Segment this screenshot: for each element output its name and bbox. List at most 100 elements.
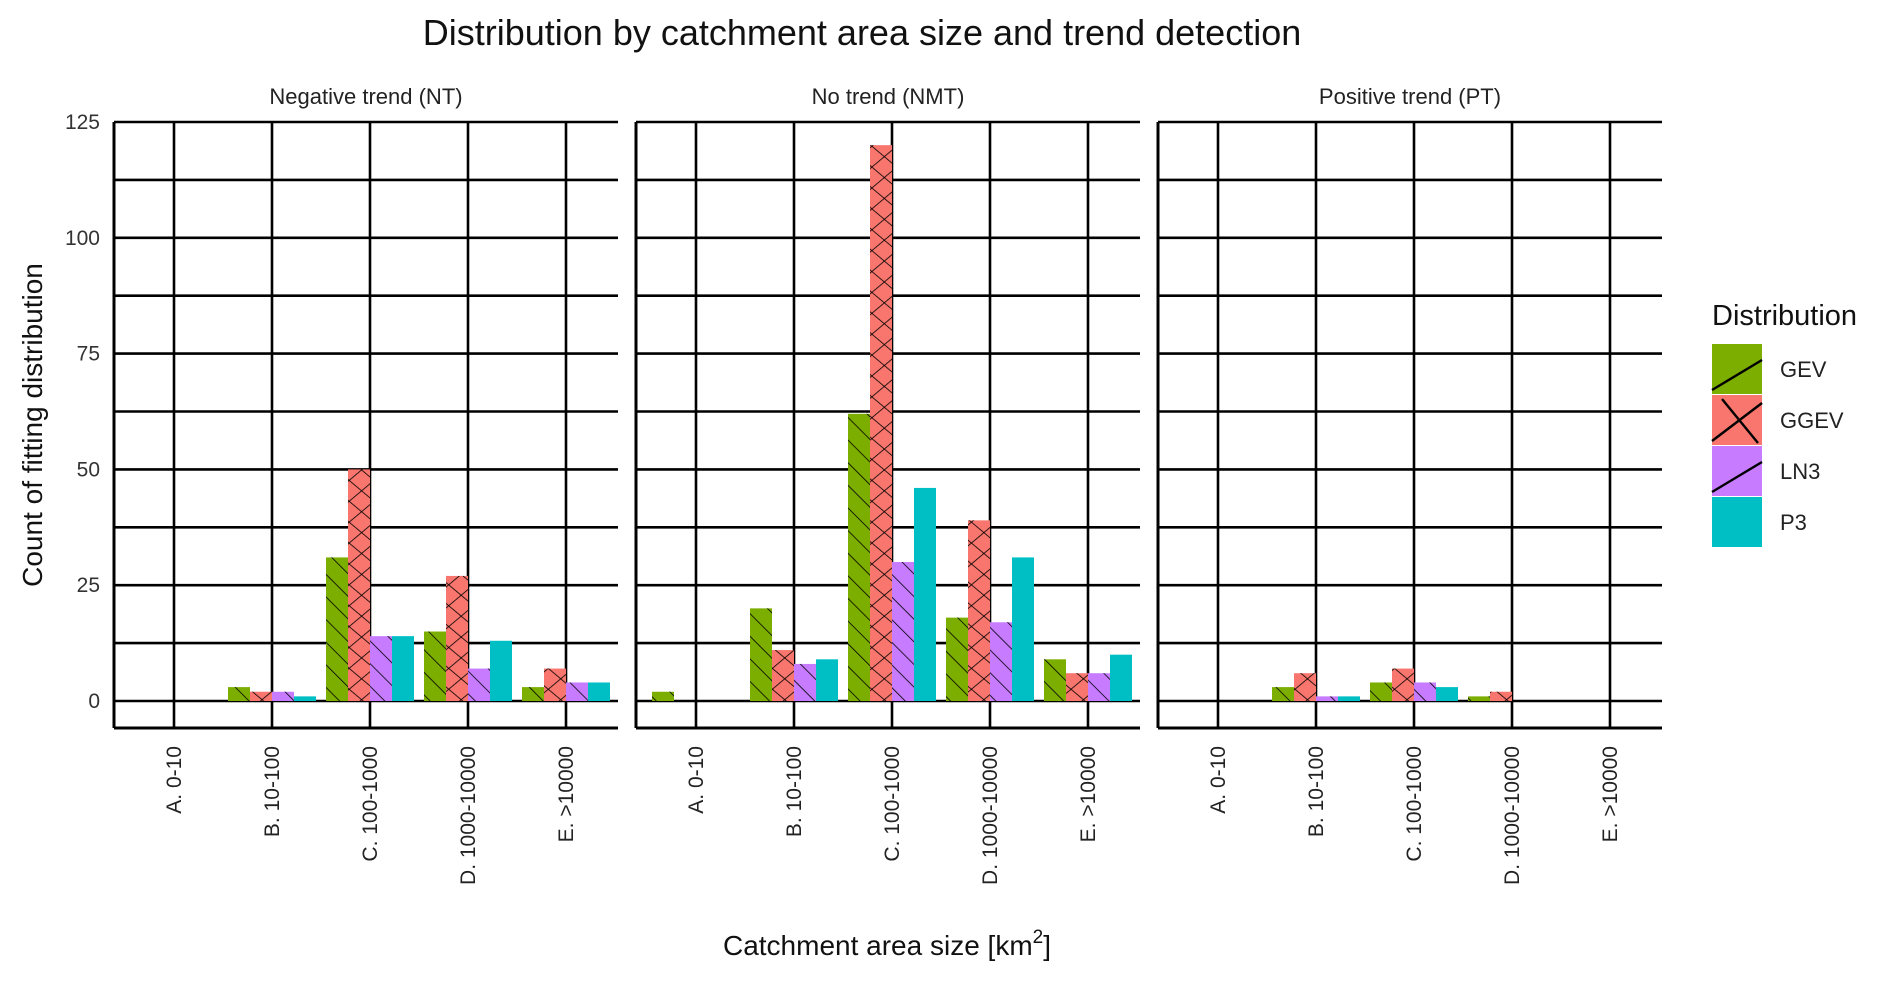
bar-ggev-d-1000-10000 (446, 575, 468, 701)
bar-ln3-d-1000-10000 (990, 622, 1012, 701)
x-tick-label: B. 10-100 (783, 746, 806, 837)
bar-hatch (1414, 682, 1436, 701)
legend-label: P3 (1780, 510, 1807, 535)
bar-hatch (794, 663, 816, 701)
bar-ggev-c-100-1000 (870, 145, 892, 701)
bar-p3-b-10-100 (294, 696, 316, 701)
bar-fill (490, 640, 512, 701)
x-tick-label: A. 0-10 (685, 746, 708, 814)
legend-item-gev: GEV (1711, 344, 1827, 394)
legend-hatch (1721, 398, 1759, 444)
x-tick-label: B. 10-100 (261, 746, 284, 837)
bar-hatch (326, 557, 348, 701)
bar-fill (1436, 687, 1458, 701)
bar-gev-b-10-100 (1272, 687, 1294, 701)
bar-gev-e-10000 (522, 687, 544, 701)
legend-title: Distribution (1712, 300, 1857, 332)
panel-label: Positive trend (PT) (1319, 84, 1501, 109)
bar-p3-d-1000-10000 (490, 640, 512, 701)
legend-hatch (1711, 358, 1763, 392)
bar-ggev-c-100-1000 (1392, 668, 1414, 701)
legend-swatch (1712, 497, 1762, 547)
panel-label: No trend (NMT) (812, 84, 965, 109)
bar-ggev-b-10-100 (1294, 673, 1316, 701)
bar-hatch (1066, 673, 1088, 701)
panel-no-trend-nmt: No trend (NMT) A. 0-10 B. 10-100 C. 100-100… (634, 84, 1140, 885)
chart-title: Distribution by catchment area size and … (423, 12, 1301, 53)
legend-label: GGEV (1780, 408, 1844, 433)
bar-hatch (468, 668, 490, 701)
bar-gev-d-1000-10000 (424, 631, 446, 701)
x-axis-title-main: Catchment area size [km (723, 930, 1033, 961)
x-axis-title: Catchment area size [km2] (723, 927, 1051, 961)
bar-ln3-b-10-100 (1316, 696, 1338, 701)
bar-ln3-b-10-100 (794, 663, 816, 701)
bar-hatch (1316, 696, 1338, 701)
x-tick-label: E. >10000 (555, 746, 578, 842)
y-tick-label: 0 (88, 690, 100, 713)
bar-fill (1338, 696, 1360, 701)
bar-hatch (1392, 668, 1414, 701)
x-tick-label: E. >10000 (1077, 746, 1100, 842)
legend-item-ggev: GGEV (1711, 395, 1844, 445)
x-tick-label: C. 100-1000 (1403, 746, 1426, 862)
chart-panels: Negative trend (NT) A. 0-10 B. 10-100 C. 10… (112, 84, 1662, 885)
bar-hatch (946, 617, 968, 701)
bar-hatch (446, 575, 468, 701)
y-tick-label: 75 (77, 343, 100, 366)
bar-hatch (544, 668, 566, 701)
x-tick-label: A. 0-10 (163, 746, 186, 814)
bar-ln3-c-100-1000 (892, 562, 914, 701)
legend-label: GEV (1780, 357, 1827, 382)
bar-gev-a-0-10 (652, 691, 674, 701)
bar-ggev-b-10-100 (772, 650, 794, 701)
bar-ln3-b-10-100 (272, 691, 294, 701)
bar-hatch (424, 631, 446, 701)
bar-ggev-d-1000-10000 (1490, 691, 1512, 701)
panel-negative-trend-nt: Negative trend (NT) A. 0-10 B. 10-100 C. 10… (112, 84, 618, 885)
bar-p3-e-10000 (1110, 654, 1132, 701)
bar-fill (294, 696, 316, 701)
bar-gev-d-1000-10000 (946, 617, 968, 701)
bar-p3-c-100-1000 (914, 487, 936, 701)
legend-label: LN3 (1780, 459, 1820, 484)
bar-p3-c-100-1000 (392, 636, 414, 701)
bar-fill (816, 659, 838, 701)
bar-ggev-e-10000 (1066, 673, 1088, 701)
bar-hatch (1272, 687, 1294, 701)
bar-hatch (348, 469, 370, 701)
bar-hatch (370, 636, 392, 701)
bar-gev-e-10000 (1044, 659, 1066, 701)
x-axis-title-end: ] (1043, 930, 1051, 961)
x-axis-title-superscript: 2 (1033, 927, 1044, 948)
bar-hatch (250, 691, 272, 701)
bar-gev-b-10-100 (228, 687, 250, 701)
bar-ln3-c-100-1000 (1414, 682, 1436, 701)
bar-ggev-e-10000 (544, 668, 566, 701)
bar-ggev-c-100-1000 (348, 469, 370, 701)
bar-hatch (750, 608, 772, 701)
bar-fill (588, 682, 610, 701)
x-tick-label: C. 100-1000 (359, 746, 382, 862)
y-tick-label: 100 (65, 227, 100, 250)
legend: Distribution GEV GGEV LN3 P3 (1711, 300, 1857, 547)
bar-hatch (1370, 682, 1392, 701)
x-tick-label: C. 100-1000 (881, 746, 904, 862)
y-axis-tick-labels: 0 25 50 75 100 125 (65, 111, 100, 713)
bar-hatch (652, 691, 674, 701)
x-tick-label: B. 10-100 (1305, 746, 1328, 837)
bar-hatch (1088, 673, 1110, 701)
bar-hatch (228, 687, 250, 701)
bar-ln3-d-1000-10000 (468, 668, 490, 701)
panel-positive-trend-pt: Positive trend (PT) A. 0-10 B. 10-100 C. 10… (1156, 84, 1662, 885)
y-tick-label: 125 (65, 111, 100, 134)
bar-hatch (772, 650, 794, 701)
bar-p3-b-10-100 (816, 659, 838, 701)
bar-hatch (892, 562, 914, 701)
bar-hatch (870, 145, 892, 701)
bar-gev-d-1000-10000 (1468, 696, 1490, 701)
legend-hatch (1711, 460, 1763, 494)
legend-item-ln3: LN3 (1711, 446, 1820, 496)
bar-fill (1110, 654, 1132, 701)
